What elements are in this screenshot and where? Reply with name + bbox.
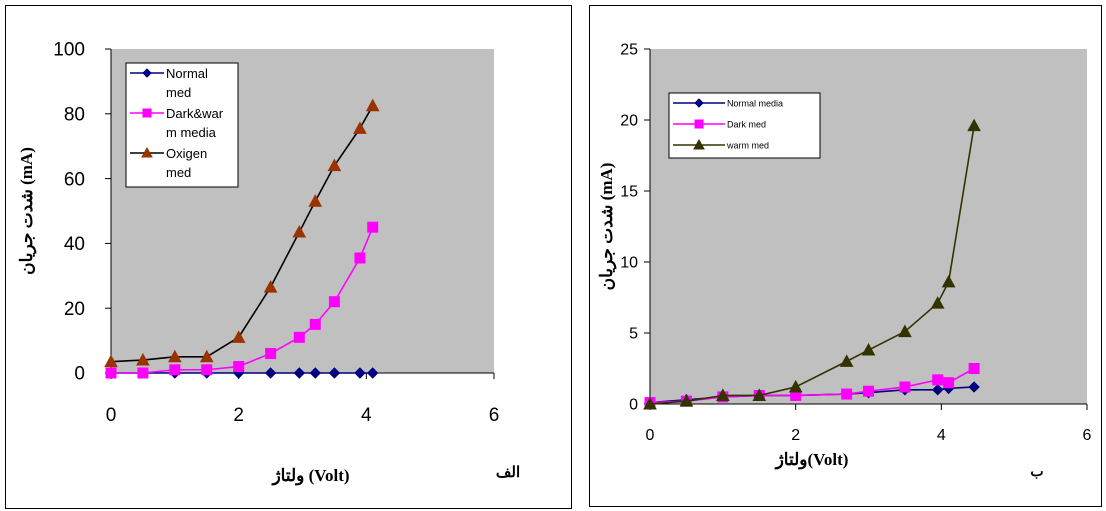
data-point (292, 225, 307, 238)
data-point (328, 367, 341, 379)
data-point (752, 388, 767, 401)
data-point (327, 158, 342, 172)
data-point (231, 330, 246, 343)
x-tick-label: 4 (937, 427, 946, 444)
legend-label: med (166, 165, 191, 180)
series-2 (643, 118, 981, 410)
data-point (841, 388, 853, 400)
data-point (233, 361, 245, 373)
legend-box (668, 92, 821, 159)
y-tick-label: 20 (64, 299, 85, 320)
data-point (354, 252, 366, 264)
data-point (263, 280, 278, 293)
data-point (353, 121, 367, 134)
legend-label: Normal media (727, 98, 783, 108)
chart-a-svg: 0 20 40 60 80 100 0 2 4 6 Normal med Dark&war m media… (17, 40, 520, 486)
data-point (104, 354, 118, 368)
y-tick-label: 40 (64, 234, 85, 255)
x-tick-label: 6 (489, 405, 500, 426)
data-point (931, 384, 944, 396)
series-1 (105, 221, 379, 379)
x-tick-label: 2 (791, 427, 800, 444)
panel-letter: ب (1030, 465, 1043, 480)
legend: Normal med Dark&war m media Oxigen med (125, 62, 239, 188)
legend-marker (142, 68, 152, 78)
chart-panel-a: 0 20 40 60 80 100 0 2 4 6 Normal med Dark&war m media… (5, 5, 572, 509)
chart-panel-b: 0 5 10 15 20 25 0 2 4 6 Normal media Dark med warm m… (589, 5, 1102, 507)
data-point (968, 363, 980, 374)
series-2 (104, 98, 380, 368)
data-point (932, 374, 944, 386)
data-point (930, 296, 945, 309)
legend-label: Dark med (727, 119, 766, 129)
data-point (839, 354, 854, 367)
legend-marker (142, 108, 152, 118)
legend-box (125, 62, 239, 188)
data-point (199, 349, 214, 363)
x-tick-label: 6 (1083, 427, 1092, 444)
x-axis-label: ولتاژ (Volt) (270, 466, 349, 486)
data-point (679, 394, 694, 407)
data-point (293, 331, 305, 343)
data-point (861, 342, 876, 356)
x-tick-label: 4 (361, 405, 372, 426)
y-tick-label: 15 (620, 184, 638, 201)
data-point (137, 367, 149, 379)
data-point (309, 367, 321, 379)
data-point (201, 364, 213, 376)
y-axis-label: شدت جریان (mA) (597, 163, 617, 291)
legend-label: Dark&war (166, 106, 224, 121)
panel-letter: الف (496, 465, 520, 481)
legend-label: Oxigen (166, 146, 207, 161)
data-point (967, 118, 981, 132)
data-point (367, 221, 379, 233)
chart-b-svg: 0 5 10 15 20 25 0 2 4 6 Normal media Dark med warm m… (597, 42, 1092, 480)
x-tick-label: 2 (233, 405, 244, 426)
data-point (293, 367, 306, 379)
legend-label: Normal (166, 66, 208, 81)
y-tick-label: 20 (620, 113, 638, 130)
data-point (715, 388, 730, 401)
legend-marker (694, 119, 704, 129)
data-point (968, 381, 980, 393)
data-point (309, 318, 321, 330)
data-point (265, 348, 277, 360)
data-point (354, 367, 366, 379)
data-point (863, 385, 874, 397)
data-point (308, 194, 323, 207)
x-axis-label: ولتاژ(Volt) (774, 450, 849, 470)
data-point (899, 381, 911, 393)
y-tick-label: 10 (620, 255, 638, 272)
y-tick-label: 5 (629, 326, 638, 343)
y-tick-label: 100 (53, 40, 85, 61)
y-tick-label: 0 (74, 364, 85, 385)
data-point (264, 367, 277, 379)
data-point (788, 379, 803, 393)
data-point (943, 377, 955, 389)
legend: Normal media Dark med warm med (668, 92, 821, 159)
legend-label: warm med (726, 140, 769, 150)
x-tick-label: 0 (106, 405, 117, 426)
y-tick-label: 0 (629, 397, 638, 414)
data-point (941, 274, 956, 288)
legend-marker (694, 98, 704, 108)
data-point (643, 396, 657, 410)
y-tick-label: 80 (64, 104, 85, 125)
data-point (365, 98, 380, 112)
legend-marker (141, 146, 153, 158)
data-point (898, 324, 912, 338)
y-axis-label: شدت جریان (mA) (17, 147, 37, 275)
y-tick-label: 25 (620, 42, 638, 59)
x-tick-label: 0 (646, 427, 655, 444)
legend-label: med (166, 85, 191, 100)
data-point (328, 296, 340, 308)
data-point (169, 364, 181, 376)
data-point (167, 349, 182, 363)
legend-label: m media (166, 125, 217, 140)
data-point (136, 352, 150, 366)
y-tick-label: 60 (64, 169, 85, 190)
data-point (105, 367, 117, 379)
data-point (367, 367, 379, 379)
legend-marker (693, 138, 705, 150)
